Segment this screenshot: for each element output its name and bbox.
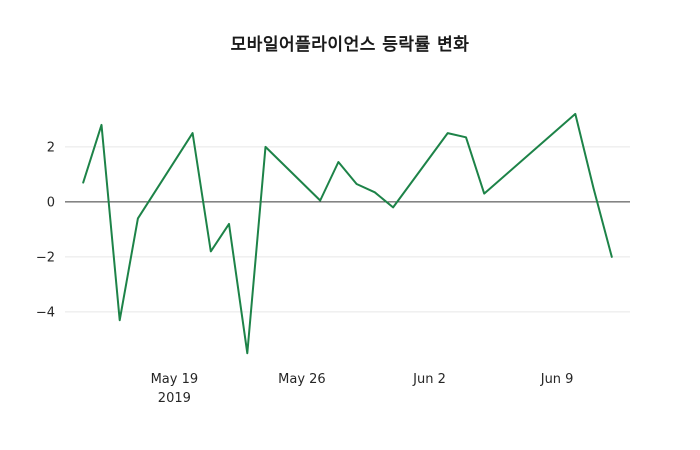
y-tick-label: 2 xyxy=(47,140,55,155)
series-line-등락률 xyxy=(82,112,613,355)
y-tick-label: −2 xyxy=(36,250,55,265)
x-tick-label: Jun 9 xyxy=(540,372,574,387)
y-tick-label: −4 xyxy=(36,305,55,320)
x-tick-label: May 26 xyxy=(278,372,326,387)
x-tick-label: May 19 xyxy=(151,372,199,387)
x-tick-sublabel: 2019 xyxy=(158,391,191,406)
chart-title: 모바일어플라이언스 등락률 변화 xyxy=(230,35,470,55)
x-tick-label: Jun 2 xyxy=(412,372,446,387)
y-tick-label: 0 xyxy=(47,195,55,210)
